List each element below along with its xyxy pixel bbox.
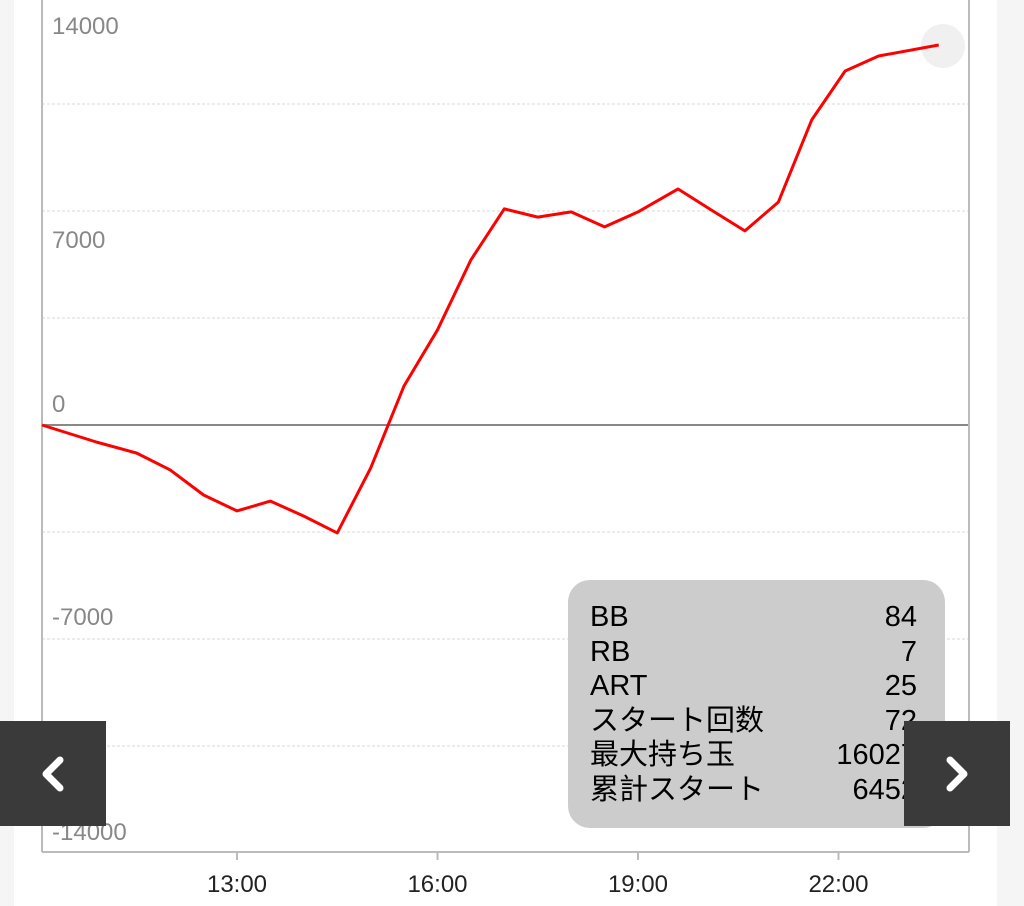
stat-label: RB: [590, 635, 631, 668]
stat-value: 16027: [836, 739, 917, 771]
stat-value: 84: [884, 601, 917, 633]
stat-row: ART 25: [590, 669, 917, 704]
stat-row: RB 7: [590, 635, 917, 670]
stat-value: 25: [884, 670, 917, 702]
stat-row: 累計スタート 6452: [590, 773, 917, 808]
x-tick-label: 16:00: [407, 871, 467, 898]
stat-row: BB 84: [590, 600, 917, 635]
series-line: [41, 43, 939, 535]
y-tick-label: 7000: [52, 227, 105, 254]
x-tick-label: 19:00: [608, 871, 668, 898]
stat-value: 7: [900, 635, 917, 668]
stat-label: 最大持ち玉: [590, 739, 736, 771]
hover-highlight: [921, 24, 965, 68]
stat-label: BB: [590, 601, 629, 633]
prev-button[interactable]: [0, 721, 106, 826]
stats-box: BB 84 RB 7 ART 25 スタート回数 72 最大持ち玉 16027 累計スタート 6452: [568, 580, 945, 828]
chevron-right-icon: [946, 756, 968, 791]
y-tick-label: 14000: [52, 13, 119, 40]
stat-row: スタート回数 72: [590, 704, 917, 739]
x-tick-label: 22:00: [808, 871, 868, 898]
chevron-left-icon: [42, 756, 64, 791]
y-tick-label: 0: [52, 391, 65, 418]
stat-label: スタート回数: [590, 704, 765, 737]
stat-label: ART: [590, 670, 648, 702]
stat-label: 累計スタート: [590, 773, 765, 806]
x-tick-label: 13:00: [207, 871, 267, 898]
next-button[interactable]: [904, 721, 1010, 826]
stat-row: 最大持ち玉 16027: [590, 738, 917, 773]
y-tick-label: -7000: [52, 604, 113, 631]
